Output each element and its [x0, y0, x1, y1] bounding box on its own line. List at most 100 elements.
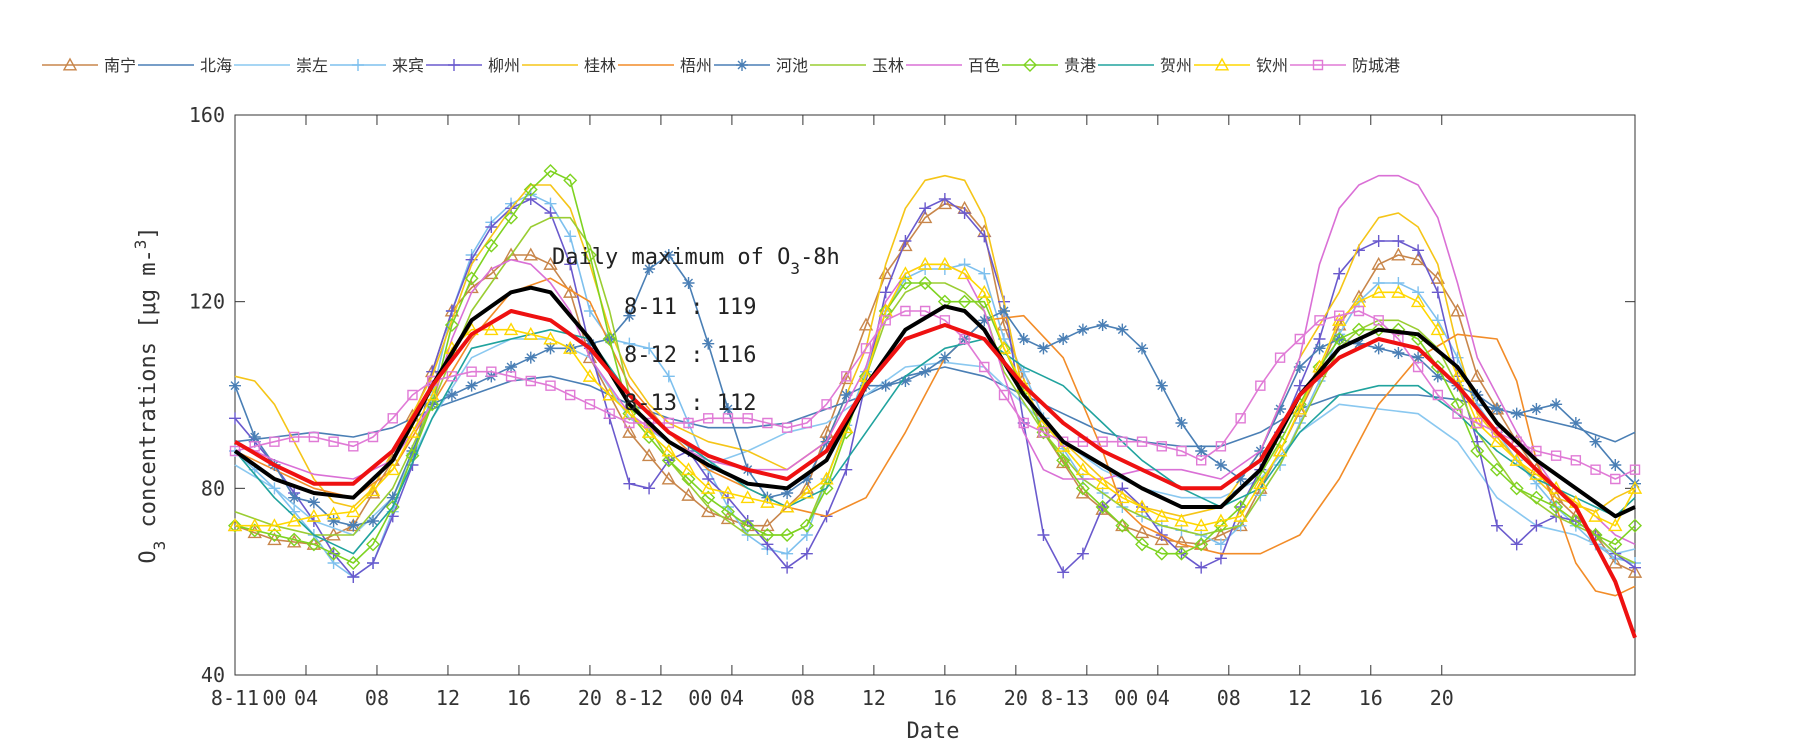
data-point — [762, 417, 773, 429]
data-point — [720, 504, 735, 519]
data-point — [484, 238, 499, 253]
data-point — [346, 504, 361, 518]
data-point — [1196, 455, 1207, 466]
data-point — [1174, 513, 1189, 527]
data-point — [839, 371, 854, 385]
data-point — [1234, 473, 1247, 485]
data-point — [1037, 342, 1050, 355]
data-point — [979, 361, 990, 373]
data-point — [1096, 319, 1109, 331]
data-point — [917, 256, 933, 270]
data-point — [365, 483, 381, 497]
legend-label: 玉林 — [872, 56, 904, 75]
series-line — [234, 338, 1636, 555]
x-tick-label: 20 — [1004, 686, 1028, 710]
data-point — [505, 361, 518, 373]
data-point — [1214, 538, 1227, 551]
data-point — [523, 326, 538, 340]
data-point — [1292, 401, 1307, 415]
data-point — [288, 431, 300, 443]
data-point — [663, 417, 675, 429]
data-point — [1117, 436, 1128, 447]
data-point — [1154, 532, 1169, 546]
series-line — [233, 309, 1637, 639]
series-钦州 — [227, 256, 1643, 532]
data-point — [1628, 518, 1642, 533]
y-tick-label: 160 — [189, 103, 225, 127]
legend-label: 来宾 — [392, 56, 424, 75]
data-point — [799, 518, 814, 533]
data-point — [740, 490, 755, 504]
data-point — [1430, 322, 1446, 336]
data-point — [1470, 444, 1485, 458]
data-point — [486, 366, 497, 377]
series-line — [234, 277, 1636, 597]
data-point — [269, 436, 280, 447]
data-point — [306, 508, 322, 522]
data-point — [407, 389, 418, 401]
data-point — [918, 276, 933, 290]
data-point — [505, 371, 517, 382]
data-point — [543, 164, 558, 178]
data-point — [485, 221, 498, 233]
data-point — [623, 477, 636, 490]
legend-marker — [1214, 57, 1230, 71]
data-point — [900, 305, 911, 317]
data-point — [1431, 286, 1444, 299]
data-point — [998, 389, 1010, 401]
data-point — [1233, 508, 1248, 522]
legend-marker — [352, 59, 364, 71]
data-point — [347, 519, 360, 532]
data-point — [228, 518, 242, 533]
data-point — [327, 515, 340, 527]
data-point — [641, 448, 657, 462]
data-point — [1156, 441, 1167, 452]
annotation-line: 8-11 : 119 — [624, 295, 756, 320]
series-河池 — [229, 249, 1641, 532]
legend-marker — [448, 59, 460, 71]
data-point — [1509, 452, 1524, 466]
data-point — [1056, 453, 1071, 468]
data-point — [1332, 332, 1347, 346]
series-line — [234, 202, 1636, 574]
x-axis-title: Date — [907, 719, 960, 744]
data-point — [1610, 473, 1621, 485]
data-point — [1412, 351, 1425, 364]
legend-label: 百色 — [968, 56, 1000, 75]
series-line — [233, 285, 1636, 519]
data-point — [781, 422, 793, 433]
data-point — [1334, 310, 1345, 321]
x-tick-label: 08 — [791, 686, 815, 710]
data-point — [880, 315, 891, 326]
data-point — [643, 342, 656, 355]
series-百色 — [234, 174, 1636, 546]
data-point — [1509, 481, 1524, 496]
data-point — [1233, 500, 1248, 514]
data-point — [1194, 518, 1209, 532]
data-point — [899, 375, 912, 387]
data-point — [385, 462, 400, 476]
annotation-title: Daily maximum of O3-8h — [552, 245, 840, 278]
series-玉林 — [234, 216, 1636, 564]
data-point — [1530, 519, 1543, 532]
y-tick-label: 120 — [189, 290, 225, 314]
data-point — [937, 196, 953, 210]
data-point — [1392, 235, 1405, 247]
data-point — [1075, 485, 1091, 499]
series-南宁 — [227, 196, 1643, 578]
data-point — [742, 413, 753, 424]
annotation-line: 8-13 : 112 — [624, 391, 756, 416]
series-防城港 — [229, 305, 1641, 485]
data-point — [1373, 315, 1384, 326]
data-point — [781, 547, 794, 560]
data-point — [1095, 500, 1110, 514]
data-point — [1490, 403, 1503, 415]
series-柳州 — [229, 193, 1641, 583]
data-point — [267, 532, 282, 546]
data-point — [306, 537, 321, 552]
data-point — [1470, 368, 1485, 382]
legend-label: 河池 — [776, 56, 808, 75]
data-point — [286, 534, 302, 548]
data-point — [227, 518, 243, 532]
data-point — [1608, 555, 1623, 569]
